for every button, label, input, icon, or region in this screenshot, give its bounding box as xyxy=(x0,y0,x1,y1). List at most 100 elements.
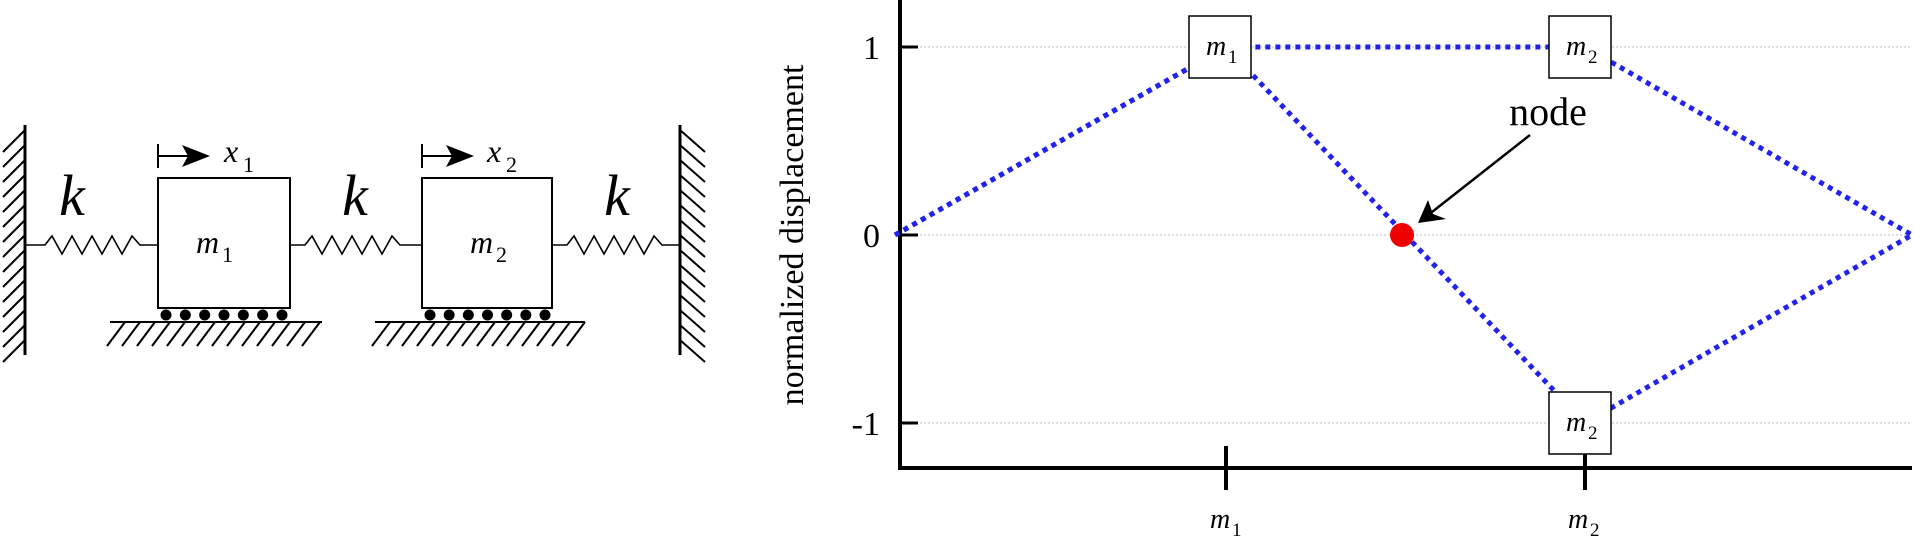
ground-hatch xyxy=(521,321,541,347)
wall-hatch xyxy=(2,309,26,333)
ground-hatch xyxy=(106,321,126,347)
ground-hatch xyxy=(151,321,171,347)
spring-right-label: k xyxy=(604,163,631,228)
spring-middle xyxy=(290,234,422,256)
wall-hatch xyxy=(679,174,706,198)
x-tick-label-m2-sub: 2 xyxy=(1590,520,1600,537)
roller xyxy=(443,309,455,321)
ground-hatch xyxy=(506,321,526,347)
wall-hatch xyxy=(2,279,26,303)
y-tick-label-0: 0 xyxy=(863,218,880,255)
wall-hatch xyxy=(679,189,706,213)
mass-2-subscript: 2 xyxy=(496,242,507,267)
wall-hatch xyxy=(2,234,26,258)
x-tick-label-m1: m xyxy=(1210,504,1230,535)
ground-hatch xyxy=(461,321,481,347)
mass-1-label: m xyxy=(196,224,219,260)
node-arrow-head xyxy=(1418,200,1446,223)
ground-hatch xyxy=(121,321,141,347)
ground-hatch xyxy=(181,321,201,347)
wall-hatch xyxy=(2,159,26,183)
wall-hatch xyxy=(679,309,706,333)
ground-hatch xyxy=(226,321,246,347)
roller xyxy=(539,309,551,321)
mass-2-rollers xyxy=(424,309,551,321)
mass-2-block xyxy=(421,177,553,309)
ground-hatch xyxy=(166,321,186,347)
spring-left xyxy=(25,234,158,256)
plot-mass-2-mode-1-label: m xyxy=(1566,31,1586,62)
plot-mass-2-mode-2-subscript: 2 xyxy=(1588,423,1598,444)
wall-hatch xyxy=(679,249,706,273)
ground-hatch xyxy=(136,321,156,347)
roller xyxy=(237,309,249,321)
node-arrow-shaft xyxy=(1431,134,1531,213)
wall-hatch xyxy=(2,174,26,198)
wall-hatch xyxy=(679,264,706,288)
mode-shape-plot: 1 0 -1 normalized displacement m 1 m 2 n… xyxy=(774,0,1914,537)
wall-hatch xyxy=(679,279,706,303)
roller xyxy=(160,309,172,321)
roller xyxy=(276,309,288,321)
ground-hatch xyxy=(271,321,291,347)
ground-hatch xyxy=(386,321,406,347)
ground-hatch xyxy=(536,321,556,347)
ground-hatch xyxy=(401,321,421,347)
ground-hatch xyxy=(416,321,436,347)
plot-mass-1-label: m xyxy=(1206,31,1226,62)
ground-hatch xyxy=(551,321,571,347)
mass-1-subscript: 1 xyxy=(222,242,233,267)
x1-subscript: 1 xyxy=(243,152,254,177)
roller xyxy=(501,309,513,321)
ground-hatch xyxy=(241,321,261,347)
ground-hatch xyxy=(371,321,391,347)
ground-hatch xyxy=(301,321,321,347)
wall-hatch xyxy=(2,324,26,348)
ground-hatch xyxy=(196,321,216,347)
wall-hatch xyxy=(679,339,706,363)
wall-hatch xyxy=(679,234,706,258)
ground-2 xyxy=(371,321,586,347)
wall-hatch xyxy=(2,144,26,168)
x1-arrow xyxy=(157,144,210,168)
wall-hatch xyxy=(679,324,706,348)
roller xyxy=(199,309,211,321)
roller xyxy=(482,309,493,321)
x2-label: x xyxy=(486,133,501,169)
right-wall xyxy=(678,125,706,363)
plot-mass-2-mode-1-subscript: 2 xyxy=(1588,47,1598,68)
plot-mass-2-mode-2-label: m xyxy=(1566,407,1586,438)
ground-1 xyxy=(106,321,322,347)
x-tick-label-m2: m xyxy=(1568,504,1588,535)
wall-hatch xyxy=(679,129,706,153)
ground-hatch xyxy=(446,321,466,347)
plot-mass-1-subscript: 1 xyxy=(1228,47,1238,68)
wall-hatch xyxy=(679,294,706,318)
roller xyxy=(520,309,532,321)
spring-middle-label: k xyxy=(342,163,369,228)
mass-spring-schematic: k k k m 1 m 2 x 1 x 2 xyxy=(2,125,706,363)
plot-mass-2-mode-1-box xyxy=(1548,15,1612,79)
node-point xyxy=(1390,223,1414,247)
ground-hatch xyxy=(476,321,496,347)
mass-2-label: m xyxy=(470,224,493,260)
y-tick-label-1: 1 xyxy=(863,30,880,67)
roller xyxy=(257,309,269,321)
mode-1-line xyxy=(893,44,1914,238)
node-label: node xyxy=(1509,89,1587,134)
ground-hatch xyxy=(211,321,231,347)
ground-hatch xyxy=(491,321,511,347)
roller xyxy=(179,309,191,321)
roller xyxy=(424,309,436,321)
plot-mass-2-mode-2-box xyxy=(1548,391,1612,455)
wall-hatch xyxy=(2,189,26,213)
roller xyxy=(462,309,474,321)
wall-hatch xyxy=(679,219,706,243)
mass-1-block xyxy=(157,177,291,309)
y-tick-label-neg1: -1 xyxy=(852,406,880,443)
wall-hatch xyxy=(2,294,26,318)
x1-label: x xyxy=(223,133,238,169)
wall-hatch xyxy=(2,219,26,243)
roller xyxy=(218,309,230,321)
wall-hatch xyxy=(679,159,706,183)
